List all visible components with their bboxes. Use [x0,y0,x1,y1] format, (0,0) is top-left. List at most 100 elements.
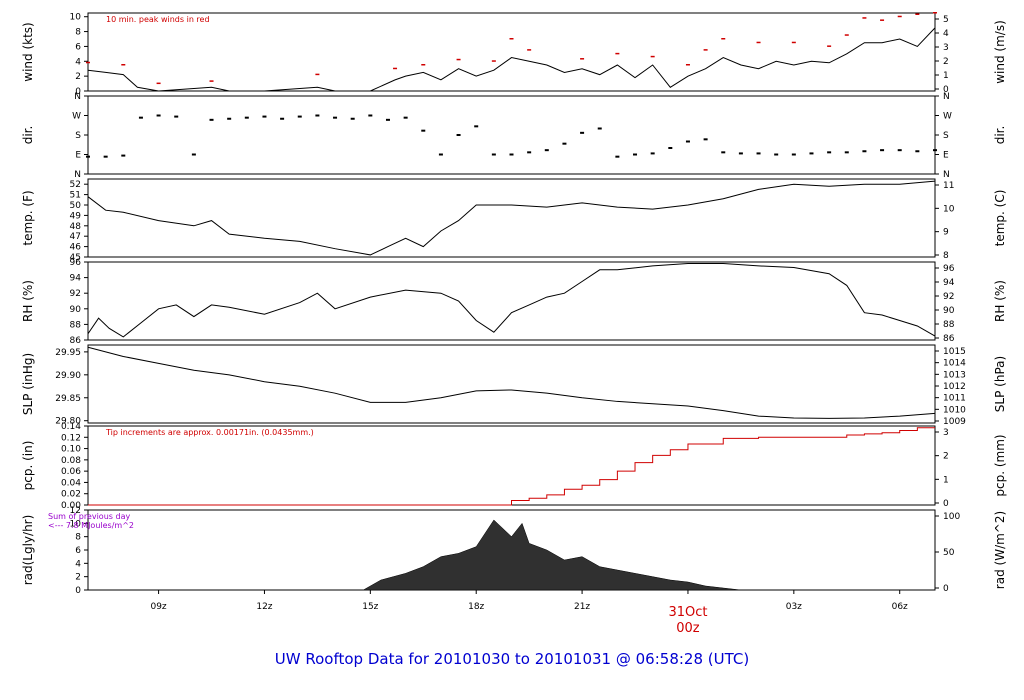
panel-frame-rh [87,261,936,341]
x-tick-label: 12z [256,602,272,612]
data-point-dir [403,116,408,119]
left-tick-label-rh: 88 [70,320,82,330]
left-tick-label-slp: 29.95 [55,348,81,358]
left-tick-label-wind: 6 [75,42,81,52]
data-point-dir [209,118,214,121]
right-tick-label-rad: 0 [943,584,949,594]
data-point-dir [385,118,390,121]
series-line-wind [87,27,936,92]
data-point-dir [103,155,108,158]
left-tick-label-rh: 94 [70,274,82,284]
right-tick-label-rh: 94 [943,278,955,288]
panel-frame-wind [87,12,936,92]
data-point-dir [633,153,638,156]
chart-title: UW Rooftop Data for 20101030 to 20101031… [274,650,750,668]
left-tick-label-temp: 49 [70,211,82,221]
left-tick-label-slp: 29.85 [55,394,81,404]
left-tick-label-pcp: 0.08 [61,456,81,466]
data-point-dir [738,152,743,155]
right-tick-label-slp: 1010 [943,405,966,415]
left-tick-label-pcp: 0.04 [61,478,81,488]
left-tick-label-pcp: 0.06 [61,467,81,477]
right-tick-label-pcp: 1 [943,475,949,485]
peak-wind-mark [209,80,214,82]
data-point-dir [474,125,479,128]
left-tick-label-pcp: 0.00 [61,501,81,511]
left-tick-label-temp: 52 [70,180,81,190]
right-tick-label-temp: 8 [943,251,949,261]
left-tick-label-rh: 96 [70,258,82,268]
peak-wind-mark [650,55,655,58]
x-tick-label: 06z [892,602,908,612]
ylabel-left-wind: wind (kts) [21,22,35,81]
left-tick-label-temp: 47 [70,232,81,242]
peak-wind-mark [721,38,726,40]
right-tick-label-pcp: 0 [943,499,949,509]
left-tick-label-rad: 4 [75,559,81,569]
right-tick-label-rh: 90 [943,306,955,316]
right-tick-label-slp: 1014 [943,359,966,369]
data-point-dir [721,151,726,154]
peak-wind-mark [156,82,161,85]
peak-wind-mark [933,12,937,14]
right-tick-label-wind: 0 [943,85,949,95]
annotation-wind: 10 min. peak winds in red [106,15,210,24]
peak-wind-mark [791,41,796,44]
left-tick-label-pcp: 0.14 [61,422,81,432]
panel-frame-slp [87,344,936,424]
data-point-dir [138,116,143,119]
peak-wind-mark [421,64,426,66]
peak-wind-mark [862,17,867,19]
data-point-dir [562,142,567,145]
right-tick-label-slp: 1015 [943,347,966,357]
x-tick-label: 03z [786,602,802,612]
data-point-dir [368,114,373,117]
right-tick-label-rad: 100 [943,512,960,522]
left-tick-label-dir: N [74,92,81,102]
data-point-dir [668,147,673,149]
left-tick-label-rad: 12 [70,506,81,516]
left-tick-label-temp: 51 [70,191,81,201]
data-point-dir [933,149,937,152]
right-tick-label-temp: 10 [943,204,955,214]
data-point-dir [615,155,620,158]
peak-wind-mark [915,13,920,15]
data-point-dir [650,152,655,155]
left-tick-label-slp: 29.90 [55,371,81,381]
right-tick-label-rh: 86 [943,334,955,344]
annotation-rad: Sum of previous day [48,512,130,521]
left-tick-label-temp: 45 [70,253,81,263]
ylabel-right-slp: SLP (hPa) [993,356,1007,412]
ylabel-left-pcp: pcp. (in) [21,441,35,491]
data-point-dir [580,131,585,134]
peak-wind-mark [897,15,902,18]
data-point-dir [350,117,355,120]
data-point-dir [297,115,302,118]
left-tick-label-pcp: 0.10 [61,445,81,455]
x-tick-label: 18z [468,602,484,612]
ylabel-left-dir: dir. [21,126,35,145]
data-point-dir [121,154,126,157]
data-point-dir [421,129,426,132]
right-tick-label-wind: 2 [943,57,949,67]
peak-wind-mark [844,34,849,36]
data-point-dir [897,149,902,152]
series-line-rh [87,263,936,338]
ylabel-right-rh: RH (%) [993,280,1007,322]
data-point-dir [509,153,514,156]
data-point-dir [491,153,496,156]
peak-wind-mark [685,64,690,66]
ylabel-right-pcp: pcp. (mm) [993,434,1007,496]
x-tick-label: 15z [362,602,378,612]
left-tick-label-wind: 10 [70,13,82,23]
data-point-dir [280,117,285,120]
peak-wind-mark [703,49,708,51]
right-tick-label-dir: N [943,92,950,102]
peak-wind-mark [456,58,461,61]
peak-wind-mark [121,64,126,66]
left-tick-label-wind: 4 [75,57,81,67]
left-tick-label-rad: 0 [75,586,81,596]
data-point-dir [597,127,602,130]
right-tick-label-wind: 1 [943,71,949,81]
ylabel-right-dir: dir. [993,126,1007,145]
